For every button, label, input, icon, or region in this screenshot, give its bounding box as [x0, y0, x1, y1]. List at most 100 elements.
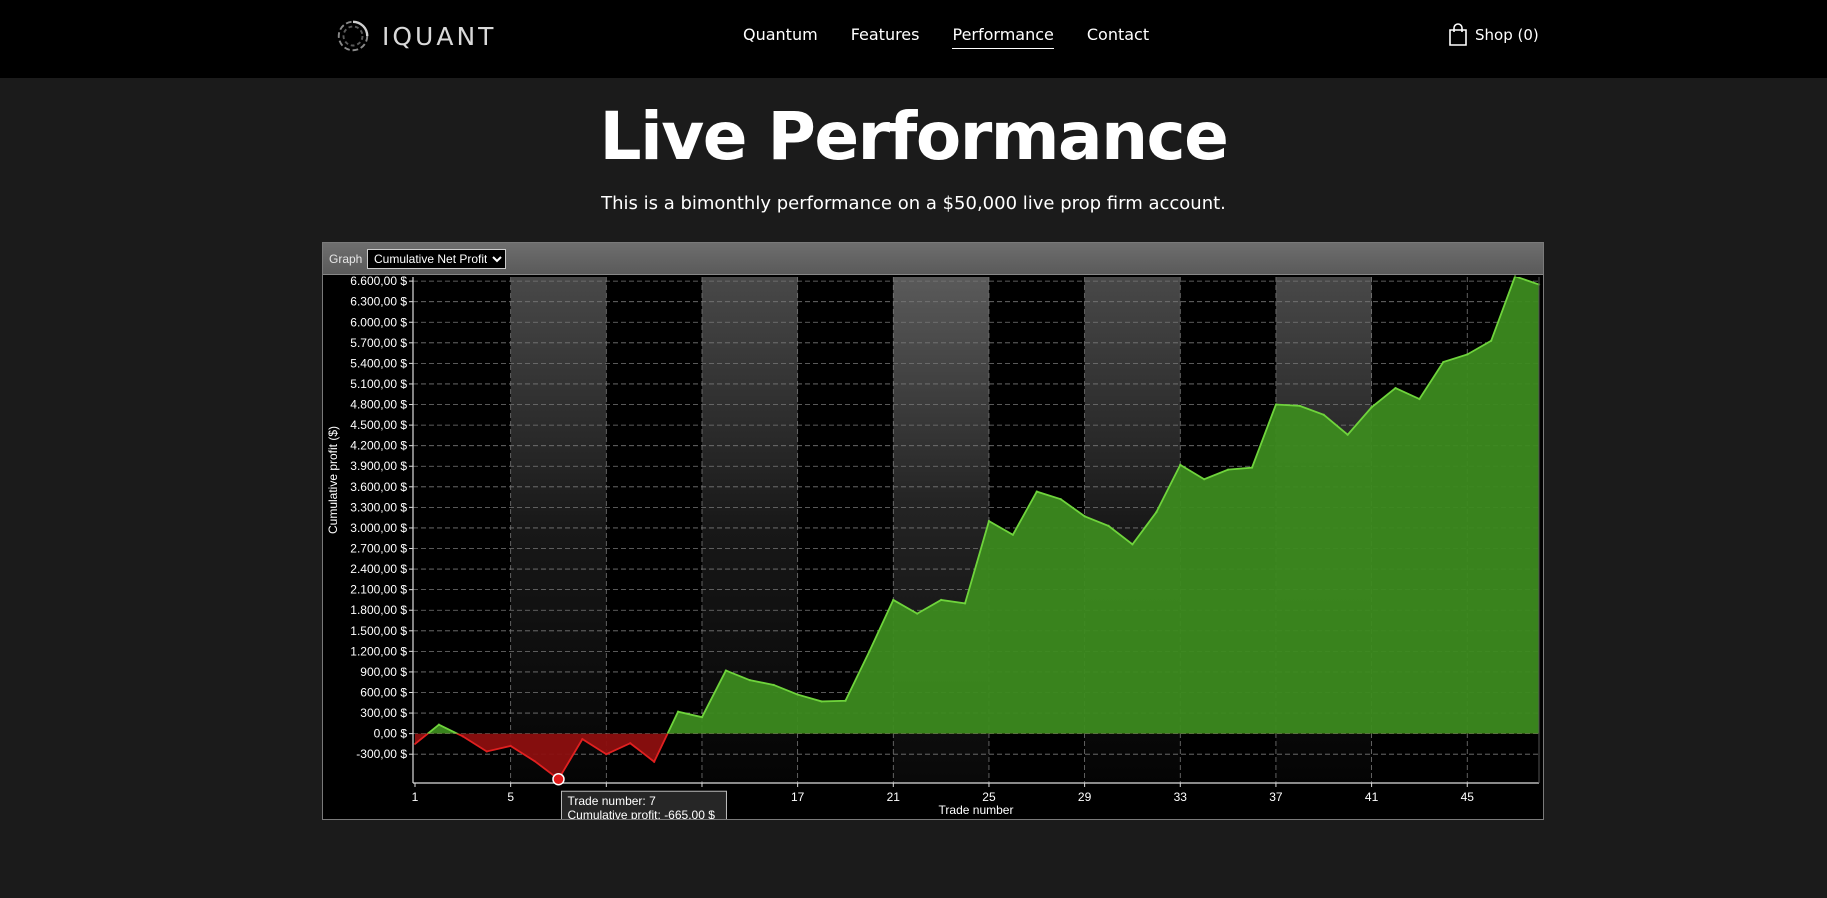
data-point	[1226, 468, 1230, 471]
data-point	[676, 710, 680, 713]
data-point	[437, 723, 441, 726]
y-tick-label: 1.500,00 $	[350, 624, 407, 638]
data-point	[844, 699, 847, 702]
data-point	[485, 750, 488, 753]
shop-label: Shop (0)	[1475, 26, 1539, 44]
brand-logo[interactable]: IQUANT	[334, 17, 496, 55]
data-point	[413, 742, 417, 746]
y-tick-label: 2.400,00 $	[350, 562, 407, 576]
data-point	[509, 744, 512, 748]
cumulative-profit-chart: 6.600,00 $ 6.300,00 $ 6.000,00 $ 5.700,00 $…	[326, 275, 1541, 819]
y-tick-label: 6.000,00 $	[350, 315, 407, 329]
shopping-bag-icon	[1449, 23, 1467, 46]
x-tick-label: 29	[1078, 790, 1092, 804]
data-point	[1155, 510, 1158, 514]
data-point	[1346, 433, 1349, 436]
nav-link-features[interactable]: Features	[850, 25, 920, 44]
chart-toolbar: Graph Cumulative Net Profit	[323, 243, 1543, 275]
x-axis-title: Trade number	[939, 803, 1014, 817]
data-point	[581, 737, 584, 741]
data-point	[1011, 533, 1015, 536]
graph-type-select[interactable]: Cumulative Net Profit	[367, 249, 506, 269]
y-tick-label: 600,00 $	[360, 685, 407, 699]
x-tick-label: 25	[982, 790, 996, 804]
y-tick-label: 3.600,00 $	[350, 480, 407, 494]
y-tick-label: 1.800,00 $	[350, 603, 407, 617]
y-tick-label: 3.900,00 $	[350, 459, 407, 473]
x-tick-label: 45	[1461, 790, 1475, 804]
y-tick-label: 2.100,00 $	[350, 583, 407, 597]
data-point	[892, 598, 895, 602]
y-tick-label: 3.300,00 $	[350, 500, 407, 514]
brand-name: IQUANT	[382, 21, 497, 51]
y-tick-label: 2.700,00 $	[350, 542, 407, 556]
logo-icon	[337, 20, 369, 52]
tooltip-trade-number: Trade number: 7	[567, 794, 656, 808]
data-point	[1250, 466, 1254, 469]
profit-area	[415, 277, 1539, 734]
data-point	[939, 598, 943, 602]
nav-link-contact[interactable]: Contact	[1086, 25, 1150, 44]
data-point	[796, 693, 799, 696]
shop-cart-button[interactable]: Shop (0)	[1447, 23, 1539, 47]
page-title: Live Performance	[599, 98, 1229, 175]
loss-line	[414, 733, 669, 781]
x-tick-label: 1	[412, 790, 419, 804]
nav-link-performance[interactable]: Performance	[952, 25, 1054, 49]
x-tick-label: 33	[1174, 790, 1188, 804]
data-point	[1442, 360, 1445, 364]
y-tick-label: 0,00 $	[374, 727, 408, 741]
data-point	[987, 519, 991, 523]
data-point	[1083, 515, 1086, 518]
data-point	[1418, 397, 1421, 401]
data-point	[1107, 524, 1110, 528]
chart-background-band	[510, 277, 607, 783]
tooltip-cumulative-profit: Cumulative profit: -665,00 $	[567, 808, 715, 819]
tooltip-box	[560, 790, 727, 819]
data-point	[652, 760, 656, 763]
data-point	[1394, 386, 1397, 390]
main-nav: Quantum Features Performance Contact	[743, 25, 1182, 49]
data-point	[748, 678, 752, 682]
data-point	[1489, 339, 1493, 342]
data-point	[1274, 403, 1278, 406]
y-tick-label: 6.300,00 $	[350, 295, 407, 309]
data-point	[1298, 404, 1302, 408]
top-navbar: IQUANT Quantum Features Performance Cont…	[0, 0, 1827, 78]
data-point	[605, 753, 608, 756]
data-point	[916, 612, 919, 615]
data-point	[772, 683, 775, 687]
data-point	[461, 735, 465, 738]
y-tick-label: 5.400,00 $	[350, 356, 407, 370]
data-point	[629, 742, 632, 745]
y-tick-label: 4.800,00 $	[350, 398, 407, 412]
data-point	[1179, 463, 1182, 467]
y-tick-label: 6.600,00 $	[350, 275, 407, 288]
data-point	[1466, 353, 1469, 356]
data-point	[1513, 275, 1517, 278]
data-point	[868, 650, 871, 653]
nav-link-quantum[interactable]: Quantum	[743, 25, 818, 44]
y-tick-label: 4.200,00 $	[350, 439, 407, 453]
data-point	[1131, 543, 1134, 546]
data-point	[963, 602, 967, 605]
performance-chart-panel: Graph Cumulative Net Profit 6.600,00 $6.…	[322, 242, 1544, 820]
y-tick-label: 5.100,00 $	[350, 377, 407, 391]
x-tick-label: 5	[507, 790, 514, 804]
y-tick-label: -300,00 $	[356, 747, 407, 761]
x-tick-label: 37	[1269, 790, 1283, 804]
page-subtitle: This is a bimonthly performance on a $50…	[601, 193, 1226, 214]
y-tick-label: 900,00 $	[360, 665, 407, 679]
highlighted-point-marker	[552, 772, 565, 786]
data-point	[533, 759, 536, 763]
data-point	[1035, 490, 1038, 493]
y-tick-label: 5.700,00 $	[350, 336, 407, 350]
data-point	[724, 669, 728, 672]
y-tick-label: 3.000,00 $	[350, 521, 407, 535]
x-tick-label: 41	[1365, 790, 1379, 804]
profit-line	[426, 277, 1539, 734]
x-tick-label: 17	[791, 790, 805, 804]
data-point	[1322, 413, 1325, 417]
data-point	[1202, 478, 1206, 481]
graph-label: Graph	[329, 252, 363, 266]
